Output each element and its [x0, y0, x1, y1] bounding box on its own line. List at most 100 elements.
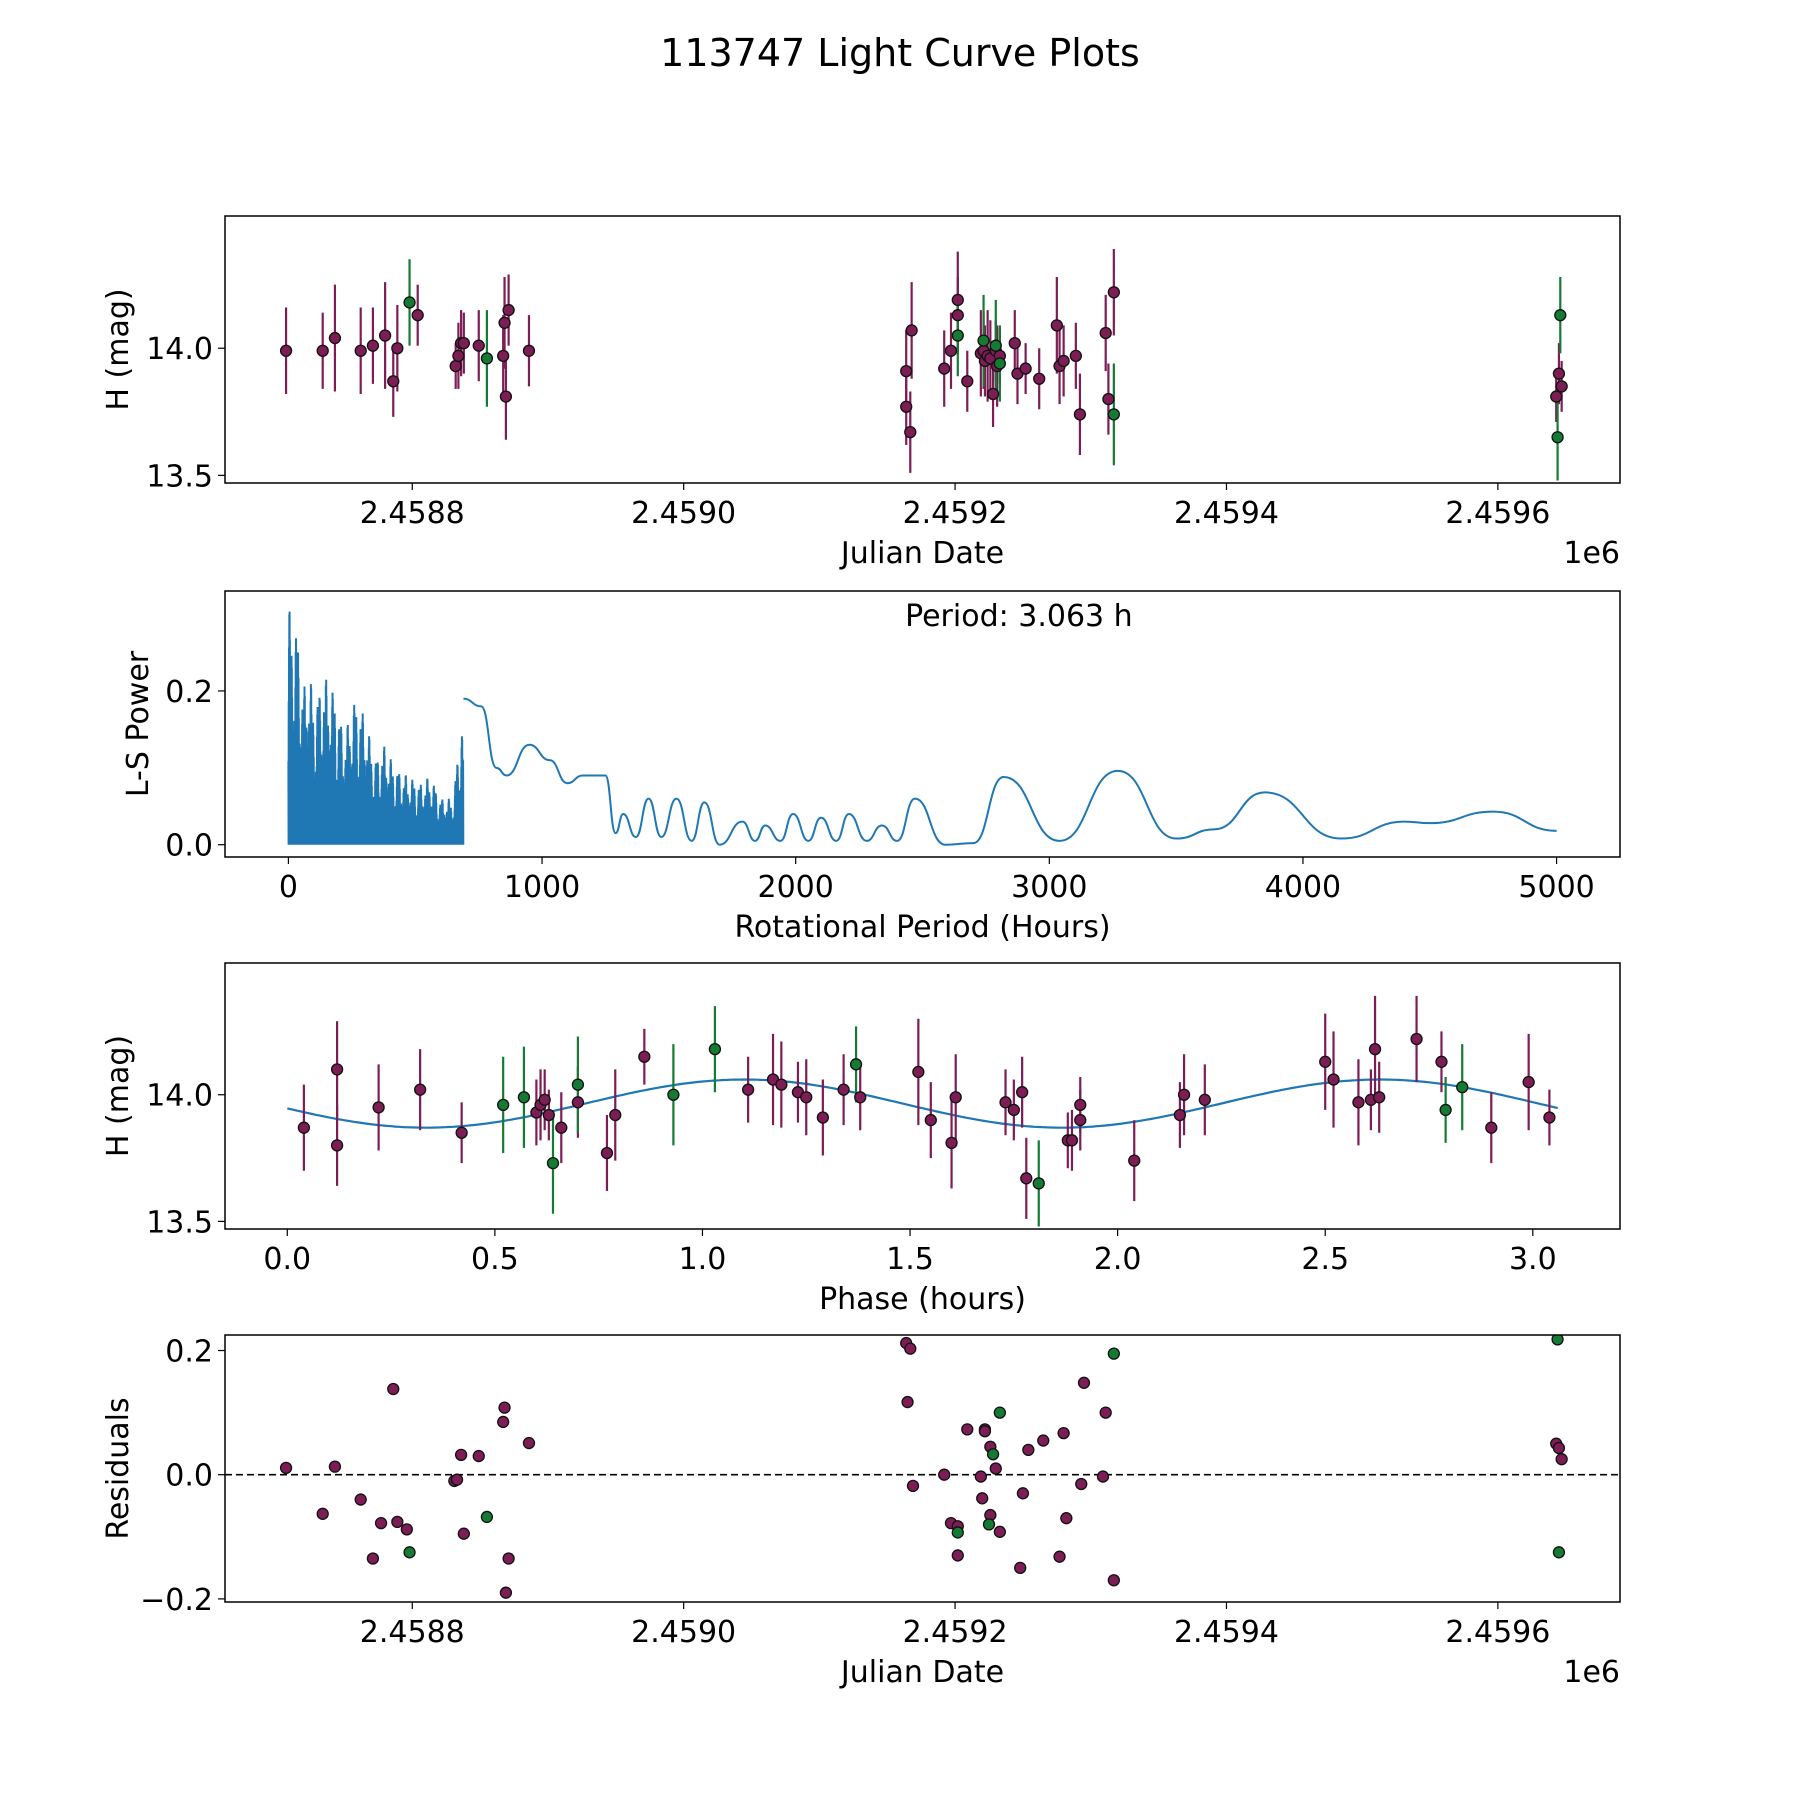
y-axis-label: L-S Power	[121, 650, 156, 797]
y-tick-label: 0.2	[165, 1335, 213, 1370]
data-point-purple	[1177, 1088, 1191, 1101]
data-point-purple	[854, 1091, 867, 1104]
x-tick-label: 4000	[1265, 870, 1341, 905]
data-point-purple	[900, 364, 913, 378]
x-tick-label: 2.4596	[1445, 1615, 1550, 1650]
data-point-purple	[638, 1050, 651, 1063]
data-point-green	[977, 334, 990, 347]
data-point-purple	[741, 1083, 755, 1096]
panel-light-curve: 2.4588 2.4590 2.4592 2.4594 2.4596 13.5 14.0 Ju…	[101, 215, 1621, 571]
x-axis-label: Julian Date	[839, 536, 1004, 571]
data-point-purple	[1319, 1055, 1332, 1068]
data-point-purple	[378, 329, 392, 342]
data-point-green	[1551, 431, 1564, 444]
axes-frame	[224, 215, 1621, 484]
x-tick-label: 3000	[1011, 870, 1087, 905]
data-point-purple	[391, 342, 404, 355]
x-tick-label: 2.4596	[1445, 496, 1550, 531]
data-point-purple	[366, 339, 380, 352]
y-tick-label: 14.0	[146, 332, 213, 367]
data-point-purple	[837, 1083, 850, 1096]
plot-area	[225, 1335, 1620, 1599]
data-point-purple	[961, 1423, 974, 1436]
x-offset-label: 1e6	[1563, 1655, 1620, 1690]
data-point-green	[951, 1526, 964, 1539]
data-point-purple	[1057, 1426, 1070, 1440]
data-point-green	[849, 1058, 863, 1071]
data-point-purple	[330, 1139, 344, 1152]
data-point-purple	[316, 1507, 329, 1520]
x-tick-label: 2.5	[1301, 1242, 1349, 1277]
data-point-purple	[1022, 1443, 1035, 1457]
data-point-purple	[1065, 1134, 1079, 1147]
x-axis-label: Rotational Period (Hours)	[734, 910, 1110, 945]
x-tick-label: 2.4592	[903, 496, 1008, 531]
data-point-purple	[1015, 1086, 1029, 1099]
y-axis-label: H (mag)	[101, 1035, 136, 1157]
x-tick-label: 2.4588	[360, 1615, 465, 1650]
data-point-purple	[297, 1121, 311, 1134]
data-point-purple	[499, 390, 513, 403]
data-point-purple	[472, 1449, 485, 1463]
data-point-purple	[555, 1121, 568, 1134]
plot-area	[287, 611, 1557, 846]
data-point-purple	[279, 1461, 293, 1475]
data-point-purple	[906, 1479, 920, 1493]
data-point-purple	[1050, 319, 1063, 332]
y-tick-label: 0.0	[165, 829, 213, 864]
data-point-purple	[600, 1146, 614, 1160]
data-point-purple	[993, 1525, 1006, 1538]
data-point-green	[403, 1546, 416, 1559]
data-point-purple	[1552, 1441, 1566, 1455]
data-point-purple	[1368, 1042, 1382, 1056]
data-point-purple	[1073, 408, 1087, 421]
period-annotation: Period: 3.063 h	[905, 599, 1133, 634]
data-point-purple	[316, 344, 329, 357]
y-axis-label: Residuals	[101, 1397, 136, 1539]
data-point-purple	[1014, 1561, 1027, 1574]
data-point-purple	[949, 1091, 962, 1104]
data-point-purple	[901, 1395, 914, 1409]
data-point-purple	[449, 359, 462, 373]
panel-periodogram: 0 1000 2000 3000 4000 5000 0.0 0.2 Rotational Pe…	[121, 590, 1621, 945]
data-point-green	[1456, 1080, 1469, 1094]
data-point-purple	[387, 1382, 400, 1396]
data-point-purple	[457, 336, 470, 350]
data-point-purple	[279, 344, 293, 357]
data-point-purple	[391, 1515, 404, 1529]
periodogram-curve	[463, 697, 1557, 846]
panel-phase-folded: 0.0 0.5 1.0 1.5 2.0 2.5 3.0 13.5 14.0 Phase (hour…	[101, 962, 1621, 1317]
data-point-purple	[924, 1113, 937, 1127]
axes-frame	[224, 962, 1621, 1230]
data-point-purple	[454, 1448, 468, 1461]
data-point-purple	[1074, 1113, 1087, 1127]
x-tick-label: 3.0	[1509, 1242, 1557, 1277]
x-tick-label: 2.4592	[903, 1615, 1008, 1650]
data-point-purple	[1107, 286, 1120, 299]
data-point-purple	[374, 1516, 388, 1530]
data-point-purple	[1173, 1108, 1187, 1122]
data-point-green	[1552, 1546, 1566, 1559]
y-tick-label: 14.0	[146, 1079, 213, 1114]
data-point-purple	[1033, 372, 1046, 385]
x-tick-label: 2.4588	[360, 496, 465, 531]
data-point-purple	[571, 1096, 585, 1109]
x-tick-label: 1.0	[679, 1242, 727, 1277]
data-point-green	[1107, 1347, 1120, 1360]
data-point-purple	[1522, 1075, 1535, 1089]
data-point-green	[403, 296, 416, 309]
data-point-purple	[1019, 362, 1032, 375]
y-tick-label: 13.5	[146, 459, 213, 494]
data-point-green	[1554, 309, 1567, 322]
data-point-purple	[1410, 1032, 1423, 1046]
data-point-purple	[800, 1091, 813, 1104]
data-point-purple	[989, 1462, 1002, 1475]
data-point-green	[1439, 1103, 1452, 1117]
data-point-purple	[411, 309, 424, 322]
data-point-purple	[912, 1065, 925, 1079]
data-point-purple	[354, 344, 367, 357]
data-point-purple	[1555, 1453, 1568, 1466]
data-point-purple	[498, 316, 511, 329]
data-point-green	[1551, 1335, 1564, 1346]
data-point-purple	[1485, 1121, 1498, 1134]
